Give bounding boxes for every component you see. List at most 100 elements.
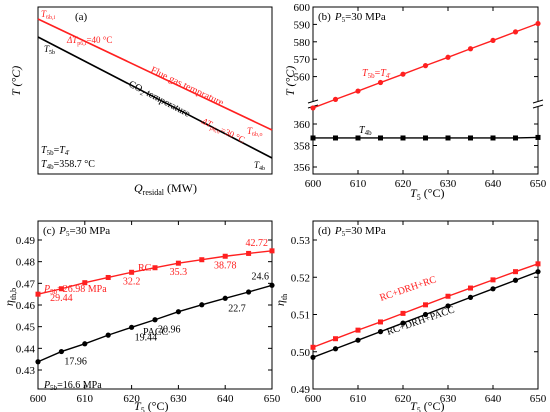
panel-b-lower-series-point — [535, 134, 541, 140]
panel-d-xlabel: T5 (°C) — [410, 399, 444, 412]
panel-d-x-tick-label: 600 — [305, 393, 322, 405]
panel-a-xlabel: Qresidal (MW) — [134, 181, 197, 197]
rc-drh-pacc-point — [310, 354, 316, 360]
panel-b-lower-series-point — [490, 135, 496, 141]
panel-b-lower-series-point — [468, 135, 473, 141]
panel-b-upper-series-point — [422, 63, 429, 69]
panel-c-x-tick-label: 620 — [123, 393, 140, 405]
panel-c-xlabel: T5 (°C) — [134, 399, 168, 412]
pacc-pressure-annotation: 17.96 — [64, 357, 87, 368]
panel-b-upper-series-point — [535, 20, 541, 27]
panel-b-break-right — [534, 101, 542, 107]
rc-pressure-annotation: 35.3 — [170, 267, 188, 278]
rc-drh-rc-point — [423, 302, 428, 308]
rc-point — [82, 280, 88, 286]
panel-b-upper-series-point — [377, 79, 384, 86]
break-mark — [532, 99, 544, 104]
rc-drh-pacc-point — [377, 329, 384, 335]
dt-in-label: ΔTp6,i=40 °C — [66, 35, 112, 47]
t4b-label: T4b — [254, 160, 265, 172]
rc-drh-pacc-point — [355, 337, 361, 343]
panel-d-frame — [312, 220, 539, 390]
rc-drh-pacc-point — [512, 277, 519, 283]
rc-drh-rc-point — [445, 293, 451, 299]
rc-drh-rc-point — [333, 336, 338, 342]
panel-d-x-tick-label: 620 — [395, 393, 412, 405]
panel-c-y-tick-label: 0.43 — [16, 365, 36, 377]
rc-drh-rc-point — [490, 277, 496, 283]
panel-b-upper-series-point — [490, 37, 496, 44]
panel-c-ylabel: ηth,b — [2, 288, 18, 306]
panel-b-upper-y-tick-label: 570 — [294, 54, 311, 66]
rc-drh-pacc-label: RC+DRH+PACC — [385, 304, 456, 338]
panel-b-break-left — [309, 101, 317, 107]
panel-c-x-tick-label: 630 — [170, 393, 187, 405]
rc-point — [222, 253, 228, 259]
rc-point — [58, 286, 64, 292]
panel-d-x-tick-label: 640 — [485, 393, 502, 405]
pacc-point — [199, 302, 205, 308]
panel-d: (d) P5=30 MPa ηth T5 (°C) RC+DRH+RC RC+DR… — [273, 220, 547, 412]
pacc-point — [152, 317, 158, 323]
pacc-point — [129, 324, 135, 330]
pacc-point — [246, 289, 252, 295]
rc-point — [152, 265, 158, 271]
panel-b-upper-series-point — [467, 46, 474, 52]
panel-d-y-tick-label: 0.53 — [291, 235, 311, 247]
co2-line — [37, 36, 273, 159]
rc-drh-pacc-point — [445, 303, 451, 309]
panel-d-y-tick-label: 0.52 — [291, 272, 310, 284]
panel-d-y-tick-label: 0.51 — [291, 310, 310, 322]
panel-a-ylabel: T (°C) — [9, 66, 23, 96]
panel-b-frame — [312, 6, 539, 175]
rc-drh-rc-point — [378, 319, 383, 325]
panel-d-title: (d) P5=30 MPa — [318, 225, 386, 238]
panel-c-title: (c) P5=30 MPa — [43, 225, 110, 238]
panel-b-x-tick-label: 620 — [395, 178, 412, 190]
rc-drh-rc-point — [310, 344, 316, 350]
pacc-line — [37, 284, 273, 363]
panel-c-y-tick-label: 0.44 — [16, 343, 36, 355]
panel-c-y-tick-label: 0.47 — [16, 278, 36, 290]
panel-d-x-tick-label: 610 — [350, 393, 367, 405]
rc-drh-pacc-point — [422, 311, 429, 318]
t5b-label: T5b — [44, 44, 55, 56]
rc-point — [199, 257, 205, 263]
panel-b-upper-y-tick-label: 600 — [294, 2, 311, 14]
panel-d-x-tick-label: 650 — [530, 393, 547, 405]
t6b-out-label: T6b,o — [247, 126, 263, 138]
pacc-pressure-annotation: 19.44 — [135, 332, 158, 343]
rc-point — [35, 291, 41, 297]
panel-b-upper-y-tick-label: 590 — [294, 19, 311, 31]
pacc-point — [105, 332, 111, 338]
pacc-point — [35, 359, 41, 365]
panel-b-lower-series-point — [400, 135, 406, 141]
panel-b-lower-series-point — [513, 135, 518, 141]
panel-b-x-tick-label: 630 — [440, 178, 457, 190]
lower-series-label: T4b — [359, 125, 372, 137]
rc-point — [269, 248, 275, 254]
panel-b-lower-y-tick-label: 358 — [294, 141, 311, 153]
pacc-pressure-annotation: 20.96 — [158, 325, 181, 336]
rc-point — [246, 250, 252, 256]
panel-a-frame — [37, 6, 273, 175]
break-mark — [532, 104, 544, 109]
rc-point — [175, 260, 181, 266]
rc-pressure-annotation: 29.44 — [50, 293, 73, 304]
panel-c-y-tick-label: 0.45 — [16, 322, 36, 334]
rc-pressure-annotation: 42.72 — [246, 238, 269, 249]
panel-b-lower-series-point — [333, 135, 338, 141]
rc-drh-pacc-point — [467, 294, 474, 300]
panel-b-lower-y-tick-label: 360 — [294, 119, 311, 131]
pacc-point — [269, 282, 275, 288]
panel-b-upper-y-tick-label: 560 — [294, 72, 311, 84]
panel-c-y-tick-label: 0.48 — [16, 257, 36, 269]
panel-a-label: (a) — [75, 11, 88, 23]
panel-b-upper-series-point — [355, 88, 361, 94]
panel-b-title: (b) P5=30 MPa — [318, 11, 386, 24]
panel-b-xlabel: T5 (°C) — [410, 186, 444, 202]
panel-a-note-1: T5b=T4' — [41, 145, 70, 157]
pacc-label: PACC — [143, 327, 169, 338]
pacc-pressure-label: P5b=16.6 MPa — [43, 380, 102, 392]
